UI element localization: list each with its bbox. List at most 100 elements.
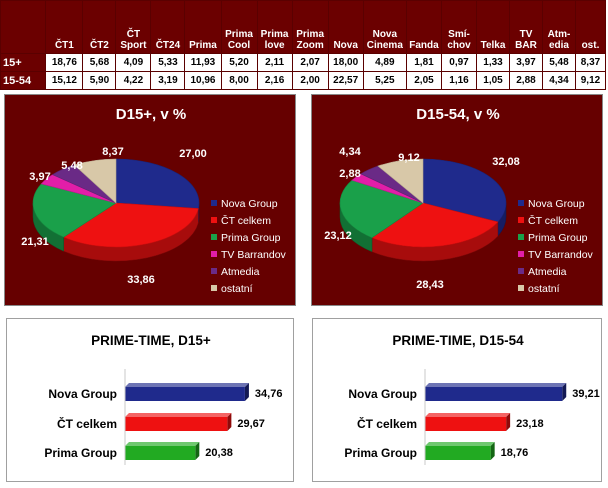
table-cell: 5,20 [220, 53, 258, 72]
bar-side [244, 383, 249, 401]
table-cell: 2,16 [256, 71, 293, 90]
legend-swatch [211, 200, 217, 206]
category-label: Nova Group [48, 387, 117, 401]
category-label: ČT celkem [357, 416, 417, 431]
chart-title: PRIME-TIME, D15+ [91, 333, 211, 348]
legend-label: ČT celkem [221, 214, 271, 227]
table-cell: 1,05 [476, 71, 510, 90]
column-header: Nova Cinema [362, 0, 407, 54]
legend-label: ČT celkem [528, 214, 578, 227]
bar-top [125, 442, 200, 446]
column-header: Smí-chov [440, 0, 478, 54]
data-label: 39,21 [572, 388, 600, 400]
table-cell: 5,48 [541, 53, 576, 72]
pie-panel-d15plus: D15+, v % 27,00 33,86 21,31 3,97 5,48 8,37 Nova… [4, 94, 296, 306]
bar-panel-prime-d15plus: PRIME-TIME, D15+ Nova Group 34,76 ČT celkem… [6, 318, 294, 482]
data-label: 20,38 [205, 447, 233, 459]
column-header: Prima [184, 0, 222, 54]
column-header: ČT Sport [115, 0, 152, 54]
table-cell: 15,12 [45, 71, 84, 90]
category-label: Prima Group [44, 446, 117, 460]
row-label: 15+ [0, 53, 47, 72]
data-label: 5,48 [61, 160, 82, 172]
column-header: Telka [476, 0, 510, 54]
chart-title: PRIME-TIME, D15-54 [392, 333, 524, 348]
row-label: 15-54 [0, 71, 47, 90]
data-label: 29,67 [237, 418, 265, 430]
bar-chart-prime-d15plus: PRIME-TIME, D15+ Nova Group 34,76 ČT celkem… [44, 333, 283, 465]
column-header: Prima Cool [220, 0, 258, 54]
column-header: ost. [574, 0, 607, 54]
data-label: 23,12 [324, 230, 352, 242]
table-cell: 5,90 [82, 71, 117, 90]
pie-slice-nova-group [115, 158, 200, 209]
table-cell: 22,57 [327, 71, 364, 90]
legend-label: Nova Group [528, 198, 585, 210]
bar-nova-group [125, 387, 245, 401]
column-header: Fanda [405, 0, 443, 54]
pie-chart-d15-54: D15-54, v % 32,08 28,43 23,12 2,88 4,34 9,12 No… [324, 106, 593, 295]
legend-swatch [211, 268, 217, 274]
table-cell: 1,81 [405, 53, 443, 72]
table-cell: 0,97 [440, 53, 478, 72]
bar-side [562, 383, 567, 401]
table-cell: 8,00 [220, 71, 258, 90]
legend-swatch [211, 285, 217, 291]
data-label: 33,86 [127, 274, 155, 286]
legend-label: Prima Group [221, 232, 281, 244]
bar-side [227, 413, 232, 431]
table-cell: 2,05 [405, 71, 443, 90]
table-cell: 2,00 [291, 71, 329, 90]
legend-swatch [518, 285, 524, 291]
table-cell: 2,11 [256, 53, 293, 72]
legend-swatch [211, 217, 217, 223]
data-label: 21,31 [21, 236, 49, 248]
legend-label: Prima Group [528, 232, 588, 244]
legend-label: ostatní [528, 283, 560, 295]
category-label: ČT celkem [57, 416, 117, 431]
table-cell: 2,88 [509, 71, 543, 90]
table-cell: 11,93 [184, 53, 222, 72]
pie-slice-nova-group [422, 158, 507, 223]
bar-prima-group [125, 446, 196, 460]
table-cell: 4,09 [115, 53, 152, 72]
legend-swatch [211, 234, 217, 240]
data-label: 34,76 [255, 388, 283, 400]
bar-side [490, 442, 495, 460]
data-label: 9,12 [398, 152, 419, 164]
legend-label: TV Barrandov [221, 249, 287, 261]
column-header: ČT2 [82, 0, 117, 54]
bar-side [195, 442, 200, 460]
table-cell: 8,37 [574, 53, 607, 72]
table-cell: 3,19 [150, 71, 186, 90]
table-header-row: ČT1 ČT2 ČT Sport ČT24 Prima Prima Cool Prima l… [0, 0, 607, 54]
table-row: 15-54 15,12 5,90 4,22 3,19 10,96 8,00 2,16 2,00 2… [0, 71, 607, 90]
data-label: 3,97 [29, 171, 50, 183]
column-header: TV BAR [509, 0, 543, 54]
data-label: 28,43 [416, 279, 444, 291]
table-cell: 4,22 [115, 71, 152, 90]
table-cell: 18,76 [45, 53, 84, 72]
legend-swatch [518, 251, 524, 257]
chart-title: D15-54, v % [416, 106, 499, 123]
bar-chart-prime-d15-54: PRIME-TIME, D15-54 Nova Group 39,21 ČT celk… [344, 333, 600, 465]
chart-title: D15+, v % [116, 106, 186, 123]
bar-top [425, 442, 495, 446]
pie-chart-d15plus: D15+, v % 27,00 33,86 21,31 3,97 5,48 8,37 Nova… [21, 106, 287, 295]
table-cell: 5,25 [362, 71, 407, 90]
column-header: ČT1 [45, 0, 84, 54]
data-label: 8,37 [102, 146, 123, 158]
legend-swatch [518, 268, 524, 274]
table-cell: 4,34 [541, 71, 576, 90]
bar-top [125, 383, 249, 387]
pie-slice-prima-group [339, 179, 424, 239]
bar-top [125, 413, 232, 417]
table-cell: 10,96 [184, 71, 222, 90]
pie-slice-ostatn- [73, 158, 117, 204]
legend-label: Atmedia [528, 266, 567, 278]
column-header: Nova [327, 0, 364, 54]
legend-swatch [518, 200, 524, 206]
table-cell: 1,33 [476, 53, 510, 72]
table-cell: 5,68 [82, 53, 117, 72]
bar-top [425, 413, 511, 417]
